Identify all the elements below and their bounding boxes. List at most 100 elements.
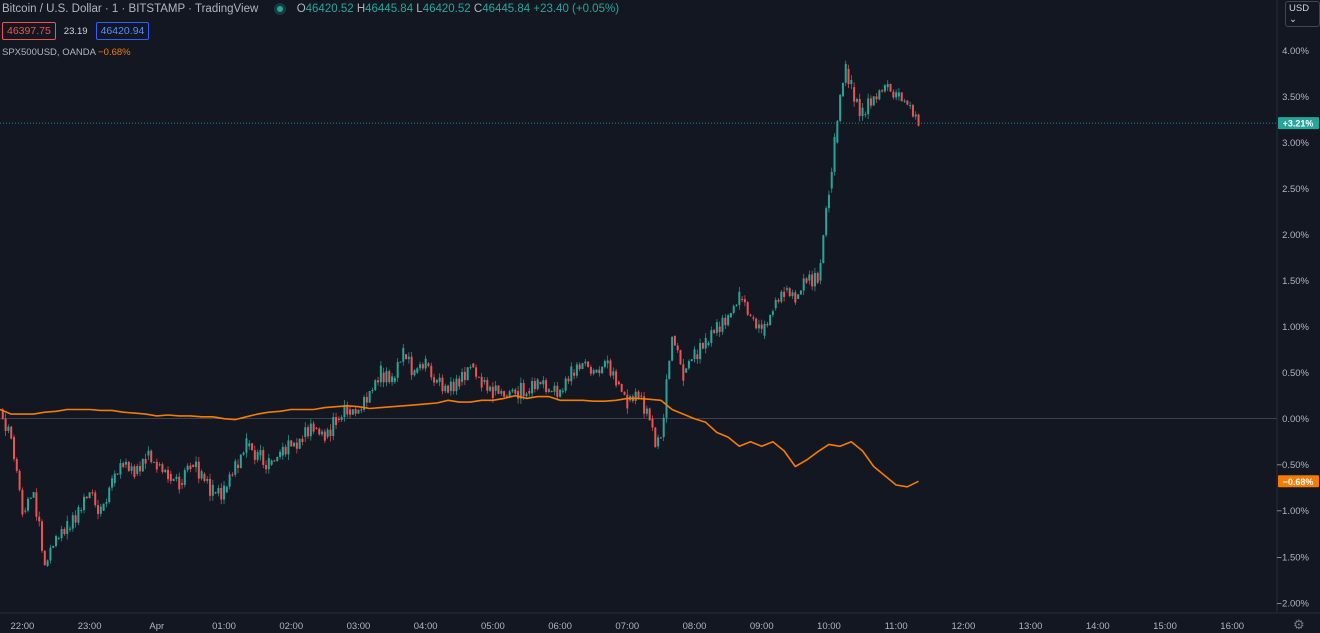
candle [102, 503, 105, 511]
candle [533, 381, 536, 390]
candle [77, 507, 80, 523]
candle [550, 391, 553, 393]
gear-icon[interactable]: ⚙ [1293, 617, 1305, 632]
candle [738, 291, 741, 305]
candle [125, 461, 128, 465]
candle [545, 380, 548, 392]
candle [634, 391, 637, 401]
candle [127, 461, 130, 471]
candle [659, 437, 662, 439]
candle [609, 360, 612, 376]
candle [791, 292, 794, 297]
x-tick-label: 16:00 [1220, 621, 1244, 632]
candle [777, 299, 780, 302]
candle [878, 90, 881, 100]
candle [867, 98, 870, 115]
candle [1, 409, 4, 419]
candle [595, 369, 598, 373]
candle [178, 476, 181, 490]
candle [592, 370, 595, 374]
candle [808, 274, 811, 281]
price-scale[interactable]: 4.00% 3.50% 3.00% 2.50% 2.00% 1.50% 1.00% 0.50%… [1276, 0, 1320, 612]
candle [158, 464, 161, 466]
candle [648, 408, 651, 421]
market-status-icon [277, 5, 284, 12]
candle [718, 326, 721, 332]
candle [497, 385, 500, 394]
candle [55, 536, 58, 547]
compare-legend[interactable]: SPX500USD, OANDA −0.68% [2, 47, 131, 58]
candle [251, 443, 254, 451]
last-value-label: +3.21% [1283, 119, 1314, 129]
candle [108, 487, 111, 503]
candle [483, 380, 486, 382]
candle [472, 363, 475, 368]
candle [906, 100, 909, 105]
y-tick-label: −2.00% [1277, 598, 1310, 609]
candle [522, 382, 525, 397]
currency-button[interactable]: USD ⌄ [1285, 1, 1320, 27]
candle [553, 385, 556, 392]
candle [119, 463, 122, 475]
candle [774, 299, 777, 309]
candle [556, 385, 559, 397]
candle [206, 478, 209, 481]
candle [528, 391, 531, 394]
candle [245, 438, 248, 453]
symbol-title[interactable]: Bitcoin / U.S. Dollar · 1 · BITSTAMP · T… [2, 3, 259, 15]
candle [441, 377, 444, 392]
x-tick-label: 08:00 [683, 621, 707, 632]
candle [539, 381, 542, 385]
buy-button[interactable]: 46420.94 [95, 22, 150, 40]
candle [466, 367, 469, 381]
candle [729, 312, 732, 318]
candle [357, 409, 360, 414]
y-tick-label: 0.00% [1282, 414, 1309, 425]
candle [24, 510, 27, 512]
candle [183, 470, 186, 485]
candle [220, 487, 223, 500]
candle [911, 105, 914, 117]
candle [825, 208, 828, 236]
x-tick-label: 23:00 [78, 621, 102, 632]
sell-button[interactable]: 46397.75 [2, 22, 56, 40]
candle [343, 404, 346, 418]
x-tick-label: 07:00 [615, 621, 639, 632]
candle [696, 354, 699, 360]
candle [561, 390, 564, 392]
plot-area[interactable] [0, 60, 1277, 567]
candle [741, 298, 744, 300]
candle [144, 458, 147, 464]
candle [71, 515, 74, 529]
candle [43, 550, 46, 566]
candle [262, 450, 265, 465]
candle [480, 376, 483, 388]
candle [351, 409, 354, 415]
compare-symbol: SPX500USD, OANDA [2, 47, 96, 58]
candle [122, 463, 125, 467]
candle [13, 437, 16, 460]
candle [393, 377, 396, 382]
candle [281, 446, 284, 456]
candle [903, 100, 906, 102]
y-tick-label: 3.00% [1282, 138, 1309, 149]
candle [410, 356, 413, 376]
candle [209, 478, 212, 496]
candle [35, 492, 38, 517]
candle [63, 529, 66, 535]
candle [298, 438, 301, 449]
candle [735, 304, 738, 306]
candle [570, 366, 573, 382]
candle [318, 428, 321, 435]
time-scale[interactable]: 22:00 23:00 Apr 01:00 02:00 03:00 04:00 05:00 06… [0, 612, 1320, 632]
candle [819, 263, 822, 281]
candle [116, 473, 119, 475]
candle [668, 360, 671, 380]
candle [500, 391, 503, 394]
candle [49, 547, 52, 561]
candle [620, 384, 623, 392]
y-tick-label: 2.50% [1282, 184, 1309, 195]
x-tick-label: 06:00 [548, 621, 572, 632]
x-tick-label: 15:00 [1153, 621, 1177, 632]
